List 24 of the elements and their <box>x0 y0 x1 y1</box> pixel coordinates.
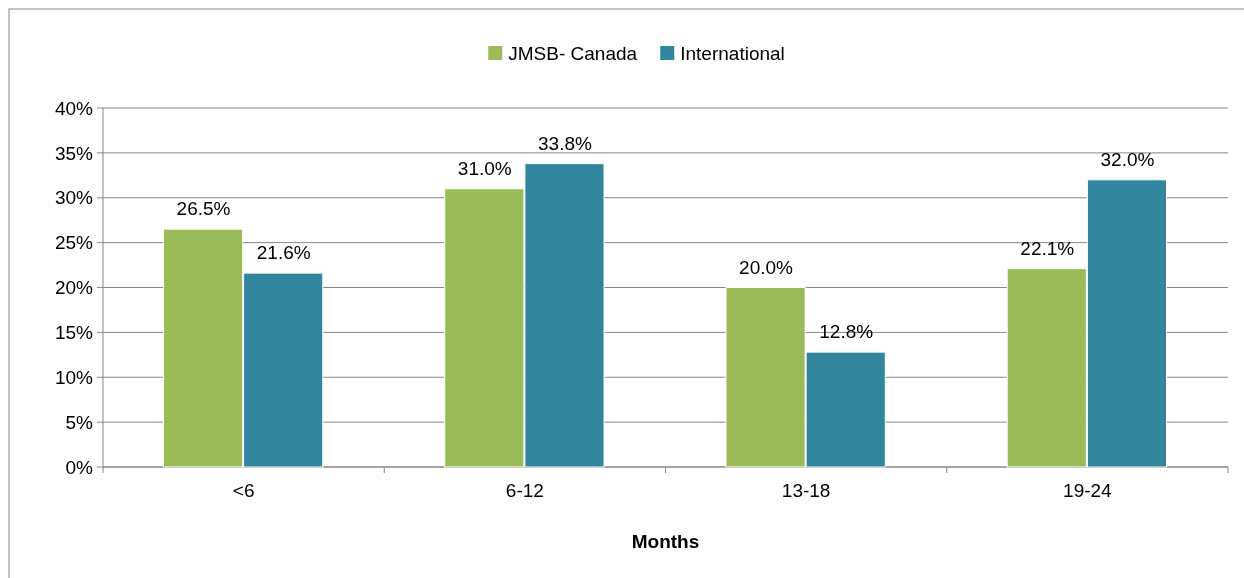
x-tick-label: <6 <box>232 480 255 501</box>
y-tick-label: 0% <box>65 456 94 478</box>
data-label: 26.5% <box>176 198 231 220</box>
y-tick-label: 30% <box>54 187 94 209</box>
legend-label: JMSB- Canada <box>508 42 638 64</box>
y-tick-label: 5% <box>65 411 94 433</box>
y-tick-label: 10% <box>54 366 94 388</box>
data-label: 20.0% <box>739 256 794 278</box>
x-tick-label: 6-12 <box>505 480 544 501</box>
data-label: 33.8% <box>538 132 592 154</box>
x-tick-label: 13-18 <box>781 480 831 501</box>
data-label: 32.0% <box>1100 148 1155 170</box>
x-axis-title: Months <box>631 531 700 552</box>
y-tick-label: 40% <box>54 97 94 119</box>
y-tick-label: 35% <box>54 142 94 164</box>
legend-label: International <box>680 42 785 64</box>
data-label: 12.8% <box>819 321 874 343</box>
y-tick-label: 25% <box>54 232 94 254</box>
data-label: 22.1% <box>1020 237 1075 259</box>
x-tick-label: 19-24 <box>1063 480 1113 501</box>
y-tick-label: 15% <box>54 322 94 344</box>
data-label: 31.0% <box>457 157 512 179</box>
y-tick-label: 20% <box>54 277 94 299</box>
data-label: 21.6% <box>256 242 311 264</box>
